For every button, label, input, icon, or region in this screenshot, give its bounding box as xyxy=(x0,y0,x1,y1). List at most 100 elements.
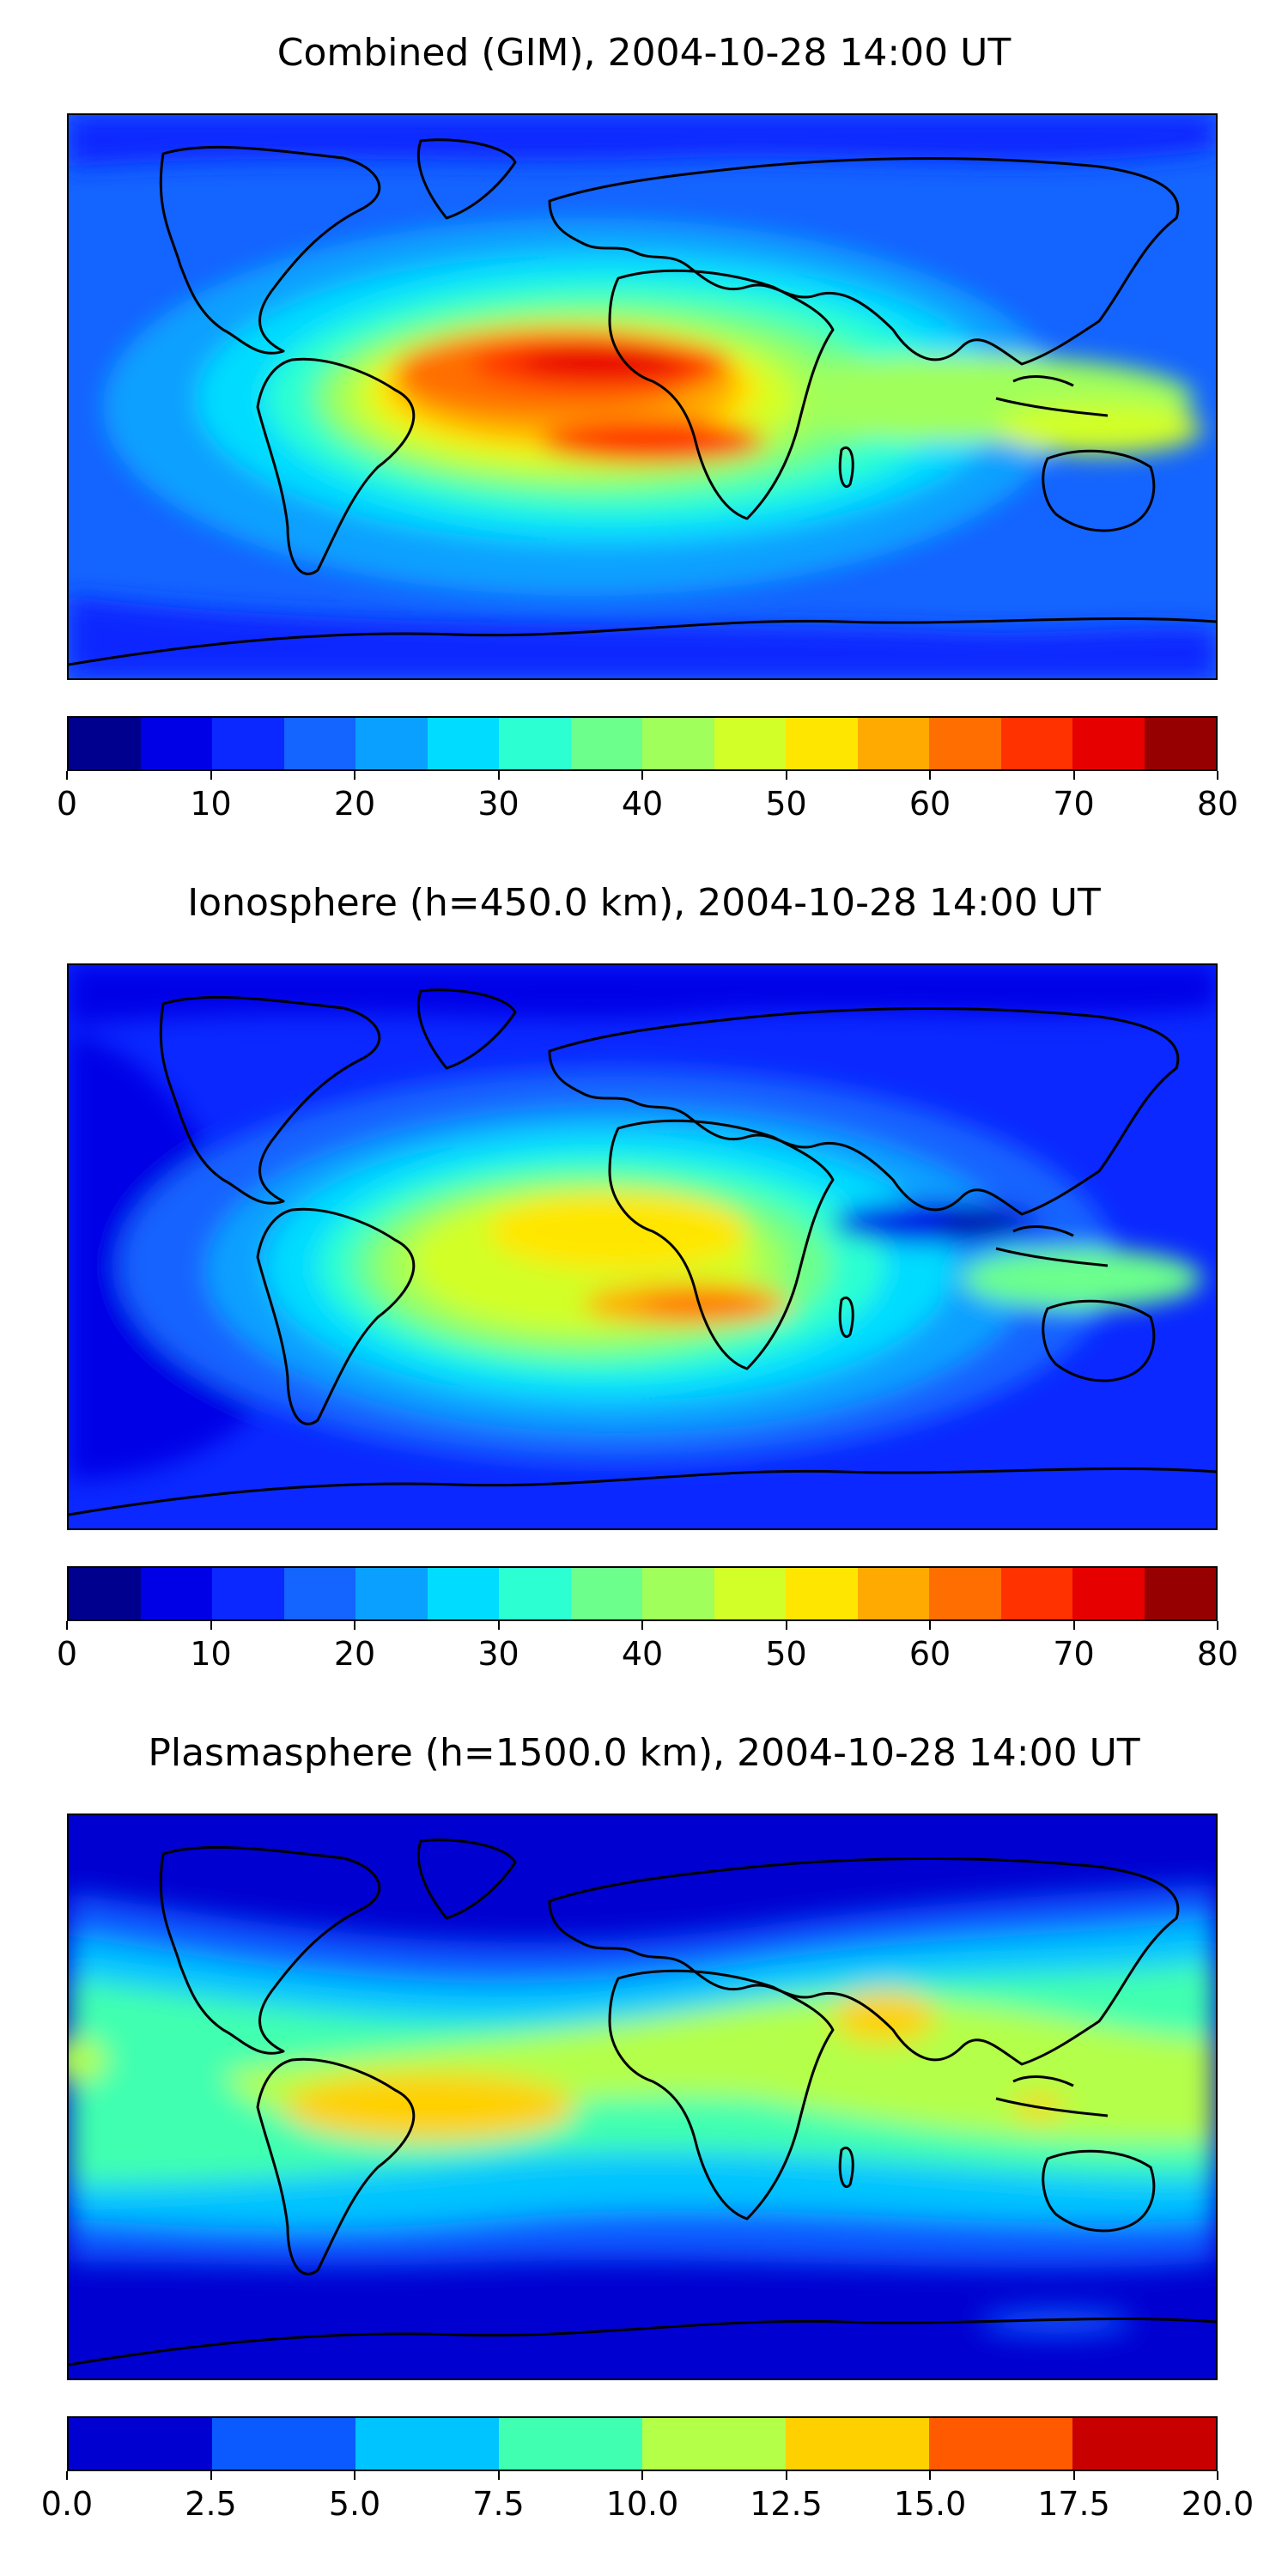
coast-greenland xyxy=(416,138,517,220)
coastlines xyxy=(69,138,1216,666)
map-plasmasphere xyxy=(67,1814,1218,2380)
colorbar-segment xyxy=(212,718,284,769)
contour-band xyxy=(640,1292,769,1316)
tick-mark xyxy=(210,1621,212,1630)
coast-madagascar xyxy=(838,2147,854,2188)
tick-label: 0.0 xyxy=(40,2485,94,2523)
tick-label: 50 xyxy=(765,785,807,823)
tick-mark xyxy=(66,2471,68,2480)
contour-band xyxy=(962,1249,1202,1309)
tick-mark xyxy=(497,1621,500,1630)
contour-band xyxy=(69,596,1216,678)
coast-indonesia xyxy=(995,375,1109,417)
tick-mark xyxy=(1072,771,1075,780)
chart-title-combined: Combined (GIM), 2004-10-28 14:00 UT xyxy=(276,31,1012,75)
coast-antarctica xyxy=(69,617,1216,666)
coast-antarctica xyxy=(69,2318,1216,2366)
colorbar-segment xyxy=(427,718,499,769)
coast-north-america xyxy=(159,1845,381,2055)
colorbar-segment xyxy=(1072,1568,1145,1619)
colorbar-segment xyxy=(570,1568,642,1619)
contour-band xyxy=(936,1212,1022,1233)
tick-mark xyxy=(929,2471,931,2480)
colorbar-segment xyxy=(1144,718,1216,769)
tick-mark xyxy=(1072,1621,1075,1630)
colorbar-segment xyxy=(355,2418,499,2470)
coast-africa xyxy=(608,269,835,520)
coast-north-america xyxy=(159,995,381,1205)
tick-label: 70 xyxy=(1053,785,1095,823)
tick-label: 80 xyxy=(1196,785,1239,823)
coast-europe-asia xyxy=(548,1857,1180,2066)
tick-mark xyxy=(929,1621,931,1630)
tick-label: 12.5 xyxy=(750,2485,823,2523)
colorbar-segment xyxy=(69,718,141,769)
colorbar-segment xyxy=(786,2418,929,2470)
coast-europe-asia xyxy=(548,157,1180,366)
tick-label: 10.0 xyxy=(605,2485,679,2523)
coast-south-america xyxy=(256,357,416,575)
coastlines xyxy=(69,988,1216,1516)
colorbar-segment xyxy=(283,1568,355,1619)
tick-mark xyxy=(1217,771,1218,780)
coast-south-america xyxy=(256,2057,416,2275)
tick-label: 60 xyxy=(908,1635,951,1673)
tick-label: 15.0 xyxy=(893,2485,967,2523)
contour-band xyxy=(519,347,683,378)
colorbar-segment xyxy=(1000,718,1072,769)
colorbar-combined xyxy=(67,716,1218,771)
colorbar-segment xyxy=(1072,2418,1216,2470)
colorbar-ionosphere xyxy=(67,1566,1218,1621)
colorbar-segment xyxy=(1144,1568,1216,1619)
colorbar-ticks-ionosphere: 0 10 20 30 40 50 60 70 80 xyxy=(57,1621,1238,1673)
colorbar-segment xyxy=(857,718,929,769)
colorbar-segment xyxy=(212,1568,284,1619)
tick-label: 10 xyxy=(190,785,232,823)
colorbar-segment xyxy=(642,718,714,769)
contour-band xyxy=(489,1193,747,1270)
tick-mark xyxy=(785,771,787,780)
colorbar-segment xyxy=(140,1568,212,1619)
tick-label: 7.5 xyxy=(472,2485,525,2523)
coast-australia xyxy=(1042,2149,1156,2233)
tick-mark xyxy=(66,771,68,780)
colorbar-segment xyxy=(857,1568,929,1619)
colorbar-plasmasphere xyxy=(67,2416,1218,2471)
colorbar-segment xyxy=(714,1568,786,1619)
tick-mark xyxy=(497,771,500,780)
coastlines xyxy=(69,1838,1216,2366)
tick-mark xyxy=(641,771,643,780)
tick-label: 5.0 xyxy=(328,2485,381,2523)
tick-mark xyxy=(354,2471,355,2480)
colorbar-segment xyxy=(355,718,428,769)
colorbar-segment xyxy=(929,1568,1001,1619)
coast-indonesia xyxy=(995,1225,1109,1267)
colorbar-segment xyxy=(929,718,1001,769)
coast-australia xyxy=(1042,1299,1156,1382)
coast-indonesia xyxy=(995,2075,1109,2117)
tick-label: 0 xyxy=(56,785,78,823)
coast-australia xyxy=(1042,449,1156,532)
contour-band xyxy=(979,2309,1133,2335)
tick-mark xyxy=(66,1621,68,1630)
colorbar-segment xyxy=(499,2418,642,2470)
colorbar-segment xyxy=(499,1568,571,1619)
colorbar-segment xyxy=(642,1568,714,1619)
colorbar-segment xyxy=(786,718,858,769)
colorbar-segment xyxy=(929,2418,1072,2470)
tick-label: 40 xyxy=(621,1635,664,1673)
colorbar-segment xyxy=(1000,1568,1072,1619)
tick-label: 60 xyxy=(908,785,951,823)
tick-mark xyxy=(1217,2471,1218,2480)
tick-mark xyxy=(641,2471,643,2480)
chart-title-ionosphere: Ionosphere (h=450.0 km), 2004-10-28 14:0… xyxy=(187,881,1101,925)
tick-label: 20 xyxy=(333,785,376,823)
contour-band xyxy=(283,2073,575,2142)
colorbar-segment xyxy=(212,2418,355,2470)
colorbar-segment xyxy=(714,718,786,769)
tick-label: 30 xyxy=(477,785,519,823)
map-combined xyxy=(67,113,1218,680)
contour-band xyxy=(541,420,764,463)
colorbar-segment xyxy=(427,1568,499,1619)
tick-mark xyxy=(497,2471,500,2480)
